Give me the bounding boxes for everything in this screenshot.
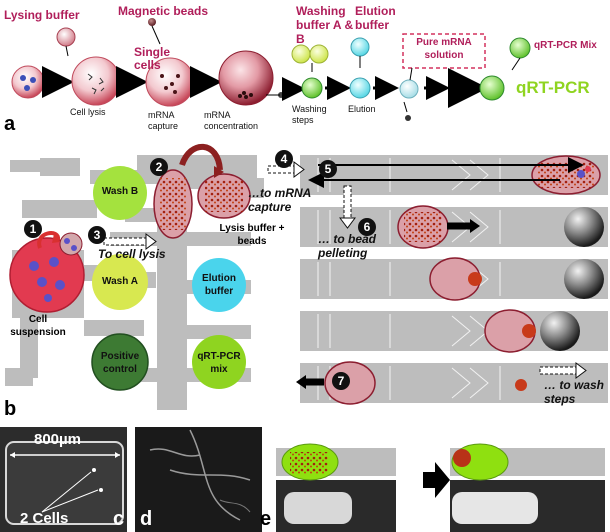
label-mrna-concentration: mRNA concentration [204, 110, 259, 131]
elution-reservoir [192, 258, 246, 312]
label-to-mrna-capture: …to mRNA capture [248, 186, 311, 214]
droplet-qrt [479, 75, 505, 101]
label-pure-mrna: Pure mRNA solution [416, 37, 472, 61]
panel-letter-b: b [4, 398, 17, 420]
magnet-sphere [564, 207, 604, 247]
step-4-marker: 4 [275, 150, 293, 168]
step-5-marker: 5 [319, 160, 337, 178]
step-6-marker: 6 [358, 218, 376, 236]
label-elution-buffer-reservoir: Elution buffer [202, 273, 236, 297]
label-mrna-capture: mRNA capture [148, 110, 179, 131]
label-qrt-mix-reservoir: qRT-PCR mix [197, 351, 241, 375]
pure-mrna-box [402, 33, 486, 69]
wash-a-reservoir [92, 254, 148, 310]
micrograph-c [0, 427, 127, 532]
droplet-lysis [71, 56, 121, 106]
step-1-marker: 1 [24, 220, 42, 238]
micrograph-d [135, 427, 262, 532]
magnetic-bead [148, 18, 156, 26]
step-3-marker: 3 [88, 226, 106, 244]
droplet-cell [11, 65, 45, 99]
label-elution: Elution [348, 104, 376, 114]
label-cell-lysis: Cell lysis [70, 107, 106, 117]
label-to-cell-lysis: To cell lysis [98, 247, 166, 261]
wash-b-reservoir [93, 166, 147, 220]
panel-a-graphics [11, 18, 531, 121]
label-qrt-mix: qRT-PCR Mix [534, 40, 597, 51]
label-lysing-buffer: Lysing buffer [4, 8, 80, 22]
panel-e-graphics [276, 443, 605, 532]
label-magnetic-beads: Magnetic beads [118, 4, 209, 18]
droplet-pure [399, 79, 419, 99]
label-wash-b: Wash B [101, 186, 139, 197]
lysing-buffer-drop [56, 27, 76, 47]
label-to-bead-pelleting: … to bead pelleting [318, 232, 377, 260]
wash-a-drop [291, 44, 311, 64]
right-chip [267, 155, 608, 405]
step-7-marker: 7 [332, 372, 350, 390]
panel-b-graphics [5, 143, 608, 410]
droplet-washing [301, 77, 323, 99]
panel-letter-d: d [140, 508, 153, 530]
qrt-reservoir [192, 335, 246, 389]
label-washing-steps: Washing steps [292, 104, 327, 125]
label-qrt-pcr: qRT-PCR [516, 78, 590, 97]
label-single-cells: Single cells [134, 45, 171, 72]
label-washing-buffer: Washing buffer A & B [296, 4, 354, 46]
step-2-marker: 2 [150, 158, 168, 176]
panel-letter-e: e [260, 508, 272, 530]
label-lysis-beads: Lysis buffer + beads [219, 223, 285, 247]
positive-reservoir [91, 333, 149, 391]
droplet-elution [349, 77, 371, 99]
cell-suspension-reservoir [9, 237, 85, 313]
panel-letter-a: a [4, 113, 16, 135]
label-scale-bar: 800µm [34, 431, 82, 448]
label-wash-a: Wash A [102, 276, 138, 287]
label-cell-suspension: Cell suspension [10, 314, 66, 338]
droplet-concentration [218, 50, 274, 106]
wash-b-drop [309, 44, 329, 64]
qrt-mix-drop [509, 37, 531, 59]
label-two-cells: 2 Cells [20, 510, 69, 527]
label-elution-buffer: Elution buffer [355, 4, 396, 32]
panel-letter-c: c [113, 508, 125, 530]
label-positive-control: Positive control [100, 351, 140, 375]
label-to-wash-steps: … to wash steps [544, 378, 605, 406]
